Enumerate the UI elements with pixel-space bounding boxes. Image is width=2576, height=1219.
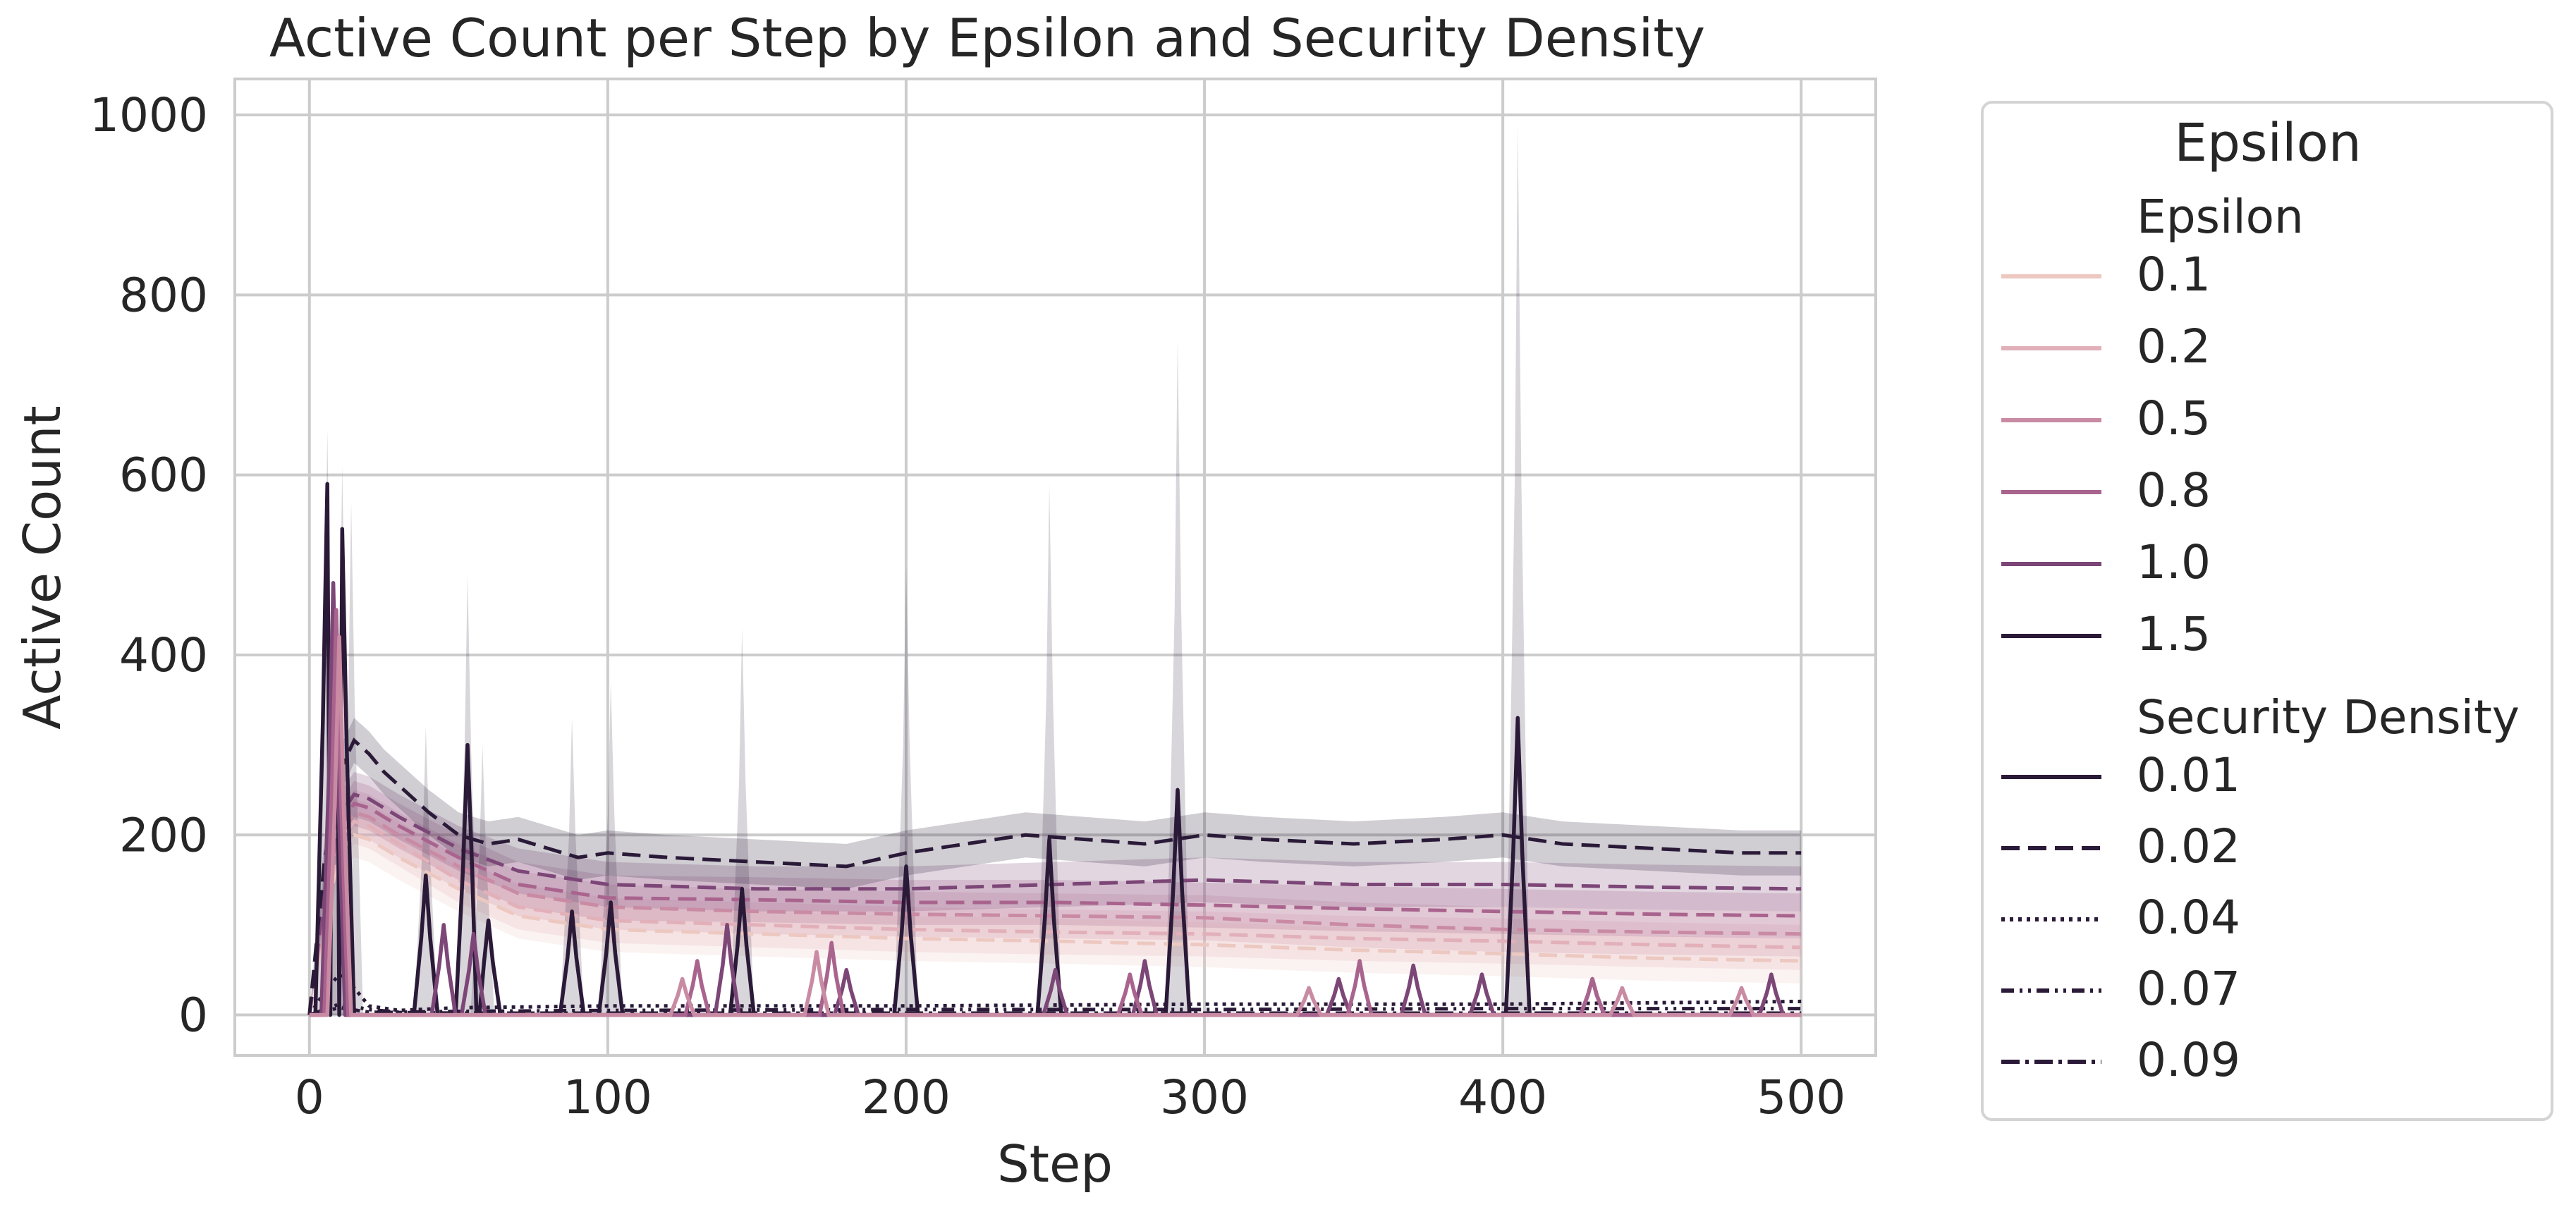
series-band (309, 780, 1802, 1015)
series-line (309, 635, 1802, 1017)
legend-label: 0.8 (2137, 463, 2211, 517)
legend-hue-title: Epsilon (2137, 190, 2304, 244)
spike-band (1037, 484, 1061, 1015)
spike-band (730, 627, 755, 1015)
x-tick-label: 300 (1160, 1070, 1249, 1125)
x-axis-label: Step (997, 1134, 1113, 1194)
plot-area (233, 78, 1877, 1057)
legend-label: 1.5 (2137, 607, 2211, 661)
legend-label: 0.04 (2137, 890, 2240, 945)
x-tick-label: 500 (1757, 1070, 1845, 1125)
y-axis-label: Active Count (13, 405, 72, 729)
legend-label: 0.02 (2137, 819, 2240, 874)
legend-label: 0.07 (2137, 962, 2240, 1016)
legend-label: 0.2 (2137, 319, 2211, 374)
series-band (309, 771, 1802, 1015)
y-tick-label: 400 (119, 628, 208, 682)
legend-title: Epsilon (2174, 113, 2362, 173)
y-tick-label: 200 (119, 808, 208, 862)
legend-label: 0.01 (2137, 748, 2240, 802)
series-band (309, 812, 1802, 1015)
series-line (307, 737, 1802, 1015)
spike-band (1166, 340, 1190, 1015)
spike-band (1506, 123, 1530, 1015)
series-line (307, 801, 1802, 1015)
spike-band (599, 682, 623, 1015)
tick-labels: 0 100 200 300 400 500 0 200 400 600 800 1000 (90, 88, 1845, 1125)
x-tick-label: 400 (1458, 1070, 1547, 1125)
legend: Epsilon Epsilon 0.1 0.2 0.5 0.8 1.0 1.5 Secur… (1981, 101, 2553, 1121)
legend-label: 1.0 (2137, 535, 2211, 589)
legend-style-title: Security Density (2137, 690, 2520, 745)
y-tick-label: 1000 (90, 88, 208, 142)
x-tick-label: 200 (862, 1070, 951, 1125)
spike-band (560, 718, 584, 1015)
y-tick-label: 0 (178, 988, 208, 1043)
series-lines (307, 482, 1802, 1017)
x-tick-label: 100 (563, 1070, 652, 1125)
y-tick-label: 800 (119, 268, 208, 322)
chart-title: Active Count per Step by Epsilon and Sec… (269, 7, 1705, 69)
legend-label: 0.09 (2137, 1033, 2240, 1087)
legend-label: 0.5 (2137, 391, 2211, 446)
series-band (309, 799, 1802, 1015)
series-band (309, 718, 1802, 1015)
y-tick-label: 600 (119, 448, 208, 503)
x-tick-label: 0 (295, 1070, 324, 1125)
series-line (307, 972, 1802, 1016)
legend-frame (1981, 101, 2553, 1121)
legend-label: 0.1 (2137, 247, 2211, 302)
